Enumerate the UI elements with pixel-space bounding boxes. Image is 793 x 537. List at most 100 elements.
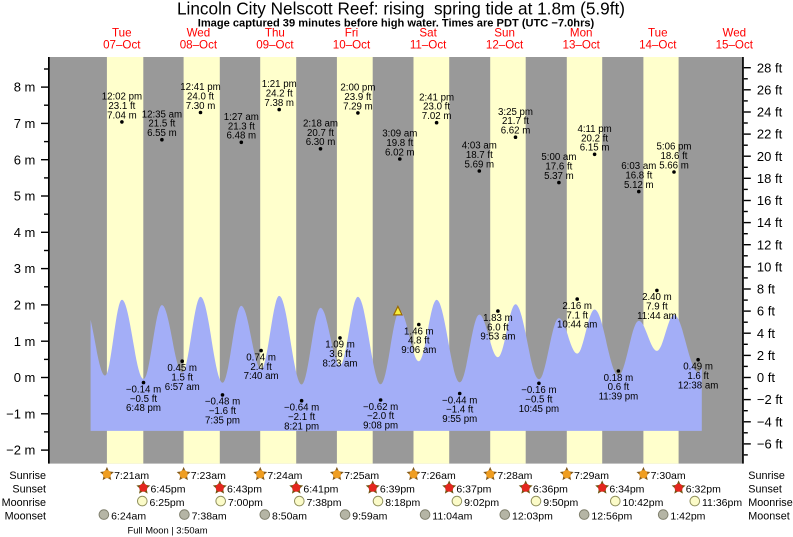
svg-text:1:27 am: 1:27 am (224, 112, 259, 123)
svg-text:2.16 m: 2.16 m (562, 301, 592, 312)
svg-text:7:24am: 7:24am (267, 470, 302, 482)
svg-text:09–Oct: 09–Oct (256, 38, 294, 51)
svg-text:1:21 pm: 1:21 pm (262, 79, 297, 90)
svg-text:Sunrise: Sunrise (748, 470, 785, 482)
svg-text:−0.16 m: −0.16 m (521, 385, 556, 396)
svg-text:9:08 pm: 9:08 pm (363, 421, 398, 432)
svg-text:0 ft: 0 ft (757, 370, 775, 385)
svg-text:7.38 m: 7.38 m (264, 98, 294, 109)
svg-text:6:03 am: 6:03 am (621, 161, 656, 172)
svg-text:16.8 ft: 16.8 ft (625, 171, 652, 182)
svg-text:9:50pm: 9:50pm (543, 497, 578, 509)
svg-text:−0.5 ft: −0.5 ft (130, 394, 158, 405)
svg-text:6:45pm: 6:45pm (151, 484, 186, 496)
svg-text:21.7 ft: 21.7 ft (502, 116, 529, 127)
svg-text:11:44 am: 11:44 am (637, 311, 677, 322)
svg-text:7:38am: 7:38am (192, 510, 227, 522)
svg-text:Image captured 39 minutes befo: Image captured 39 minutes before high wa… (198, 18, 595, 30)
svg-text:12:41 pm: 12:41 pm (180, 82, 220, 93)
svg-text:23.1 ft: 23.1 ft (108, 101, 135, 112)
svg-text:1.83 m: 1.83 m (483, 313, 513, 324)
svg-text:6:43pm: 6:43pm (227, 484, 262, 496)
svg-text:24.2 ft: 24.2 ft (266, 89, 293, 100)
svg-text:7.1 ft: 7.1 ft (566, 310, 588, 321)
svg-text:6.30 m: 6.30 m (306, 137, 336, 148)
svg-text:7:23am: 7:23am (191, 470, 226, 482)
svg-text:Mon: Mon (570, 27, 593, 40)
svg-text:7.02 m: 7.02 m (422, 111, 452, 122)
svg-text:19.8 ft: 19.8 ft (386, 138, 413, 149)
svg-text:4 m: 4 m (14, 225, 36, 240)
svg-text:−1.6 ft: −1.6 ft (209, 406, 237, 417)
svg-text:12 ft: 12 ft (757, 237, 783, 252)
svg-text:Tue: Tue (648, 27, 668, 40)
svg-text:14 ft: 14 ft (757, 215, 783, 230)
svg-text:7:00pm: 7:00pm (228, 497, 263, 509)
svg-text:3.6 ft: 3.6 ft (329, 349, 351, 360)
svg-text:−2 m: −2 m (6, 443, 35, 458)
svg-text:0.74 m: 0.74 m (246, 352, 276, 363)
svg-text:−2.1 ft: −2.1 ft (288, 412, 316, 423)
svg-text:12:56pm: 12:56pm (591, 510, 632, 522)
svg-text:0.49 m: 0.49 m (683, 362, 713, 373)
svg-text:0 m: 0 m (14, 370, 36, 385)
svg-text:1.5 ft: 1.5 ft (171, 372, 193, 383)
svg-text:−0.64 m: −0.64 m (284, 403, 319, 414)
svg-text:3:09 am: 3:09 am (382, 129, 417, 140)
svg-text:9:53 am: 9:53 am (480, 332, 515, 343)
svg-text:23.9 ft: 23.9 ft (344, 92, 371, 103)
svg-text:18.7 ft: 18.7 ft (466, 150, 493, 161)
svg-text:6 ft: 6 ft (757, 304, 775, 319)
svg-text:7.04 m: 7.04 m (107, 110, 137, 121)
svg-text:11:39 pm: 11:39 pm (599, 392, 639, 403)
svg-text:28 ft: 28 ft (757, 60, 783, 75)
svg-text:13–Oct: 13–Oct (563, 38, 601, 51)
svg-text:7:28am: 7:28am (497, 470, 532, 482)
svg-text:16 ft: 16 ft (757, 193, 783, 208)
svg-text:Moonrise: Moonrise (748, 497, 792, 509)
svg-text:5 m: 5 m (14, 189, 36, 204)
svg-text:21.5 ft: 21.5 ft (148, 119, 175, 130)
svg-text:7.29 m: 7.29 m (343, 101, 373, 112)
svg-text:23.0 ft: 23.0 ft (423, 102, 450, 113)
svg-text:12:38 am: 12:38 am (678, 380, 718, 391)
svg-text:5.37 m: 5.37 m (544, 171, 574, 182)
svg-text:7:21am: 7:21am (114, 470, 149, 482)
svg-text:Full Moon | 3:50am: Full Moon | 3:50am (128, 525, 208, 536)
svg-text:9:59am: 9:59am (352, 510, 387, 522)
svg-text:6:34pm: 6:34pm (609, 484, 644, 496)
svg-text:5.12 m: 5.12 m (624, 180, 654, 191)
svg-text:−0.48 m: −0.48 m (205, 397, 240, 408)
svg-text:2:18 am: 2:18 am (303, 118, 338, 129)
svg-text:Tue: Tue (112, 27, 132, 40)
svg-text:07–Oct: 07–Oct (103, 38, 141, 51)
svg-text:8:18pm: 8:18pm (385, 497, 420, 509)
svg-text:1 m: 1 m (14, 334, 36, 349)
svg-text:5:06 pm: 5:06 pm (656, 142, 691, 153)
svg-text:6:41pm: 6:41pm (303, 484, 338, 496)
svg-text:Moonset: Moonset (5, 510, 46, 522)
svg-text:10:44 am: 10:44 am (557, 320, 597, 331)
svg-text:5:00 am: 5:00 am (541, 152, 576, 163)
svg-text:7.9 ft: 7.9 ft (646, 302, 668, 313)
svg-text:11:04am: 11:04am (432, 510, 472, 522)
svg-text:21.3 ft: 21.3 ft (228, 121, 255, 132)
svg-text:6.02 m: 6.02 m (385, 147, 415, 158)
svg-text:6:24am: 6:24am (111, 510, 146, 522)
svg-text:6:48 pm: 6:48 pm (126, 403, 161, 414)
svg-text:2:41 pm: 2:41 pm (419, 92, 454, 103)
svg-text:Fri: Fri (345, 27, 359, 40)
svg-text:9:02pm: 9:02pm (464, 497, 499, 509)
svg-text:6 m: 6 m (14, 152, 36, 167)
svg-text:08–Oct: 08–Oct (180, 38, 218, 51)
svg-text:12:35 am: 12:35 am (142, 109, 182, 120)
svg-text:1.09 m: 1.09 m (325, 340, 355, 351)
svg-text:8 ft: 8 ft (757, 282, 775, 297)
svg-text:8:23 am: 8:23 am (322, 359, 357, 370)
svg-text:3:25 pm: 3:25 pm (498, 107, 533, 118)
svg-text:20.2 ft: 20.2 ft (581, 133, 608, 144)
svg-text:Sunrise: Sunrise (9, 470, 46, 482)
svg-text:2 ft: 2 ft (757, 348, 775, 363)
svg-text:7:38pm: 7:38pm (307, 497, 342, 509)
svg-text:1:42pm: 1:42pm (670, 510, 705, 522)
